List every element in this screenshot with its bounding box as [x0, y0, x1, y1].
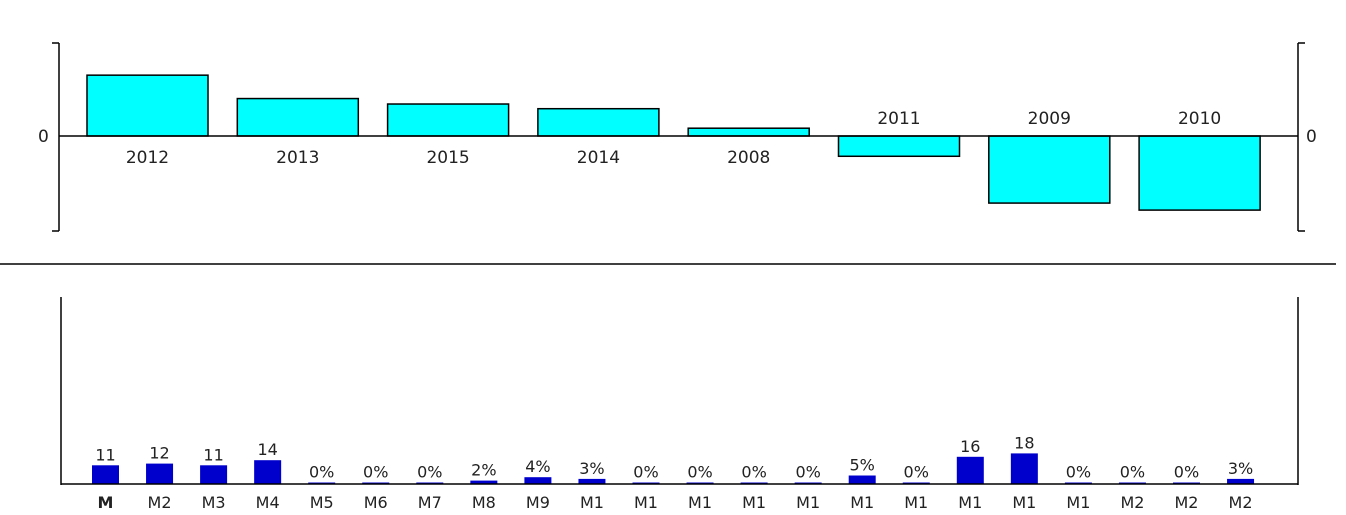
bottom-value-label: 0%: [741, 463, 766, 482]
bottom-bar-22: [1227, 478, 1255, 484]
bottom-value-label: 0%: [904, 463, 929, 482]
bottom-category-label: M: [98, 493, 114, 512]
top-category-label: 2014: [577, 148, 620, 168]
top-chart: 0 0 2012 2013 2015 2014 2008 2011 2009 2010: [38, 42, 1317, 232]
bottom-category-label: M2: [148, 493, 172, 512]
bottom-value-label: 4%: [525, 457, 550, 476]
bottom-bar-9: [524, 477, 552, 484]
top-category-label: 2012: [126, 148, 169, 168]
bottom-value-label: 5%: [850, 456, 875, 475]
top-category-label: 2013: [276, 148, 319, 168]
bottom-value-label: 0%: [309, 463, 334, 482]
top-bar-2009: [988, 135, 1111, 204]
bottom-value-label: 0%: [1120, 463, 1145, 482]
bottom-value-label: 3%: [579, 459, 604, 478]
top-zero-label-right: 0: [1306, 127, 1317, 147]
bottom-category-label: M9: [526, 493, 550, 512]
bottom-bar-15: [848, 475, 876, 484]
bottom-bars: 11 M 12 M2 11 M3 14 M4 0% M5 0% M6 0% M7 2% M8 4% M9 3% M1 0…: [92, 433, 1255, 512]
bottom-category-label: M1: [904, 493, 928, 512]
top-zero-label-left: 0: [38, 127, 49, 147]
bottom-value-label: 0%: [1174, 463, 1199, 482]
bottom-category-label: M5: [310, 493, 334, 512]
top-category-label: 2015: [426, 148, 469, 168]
bottom-value-label: 0%: [687, 463, 712, 482]
bottom-value-label: 16: [960, 437, 980, 456]
bottom-category-label: M1: [742, 493, 766, 512]
bottom-category-label: M1: [796, 493, 820, 512]
bottom-value-label: 18: [1014, 433, 1034, 452]
bottom-bar-10: [578, 478, 606, 484]
bottom-bar-8: [470, 480, 498, 484]
bottom-value-label: 0%: [795, 463, 820, 482]
bottom-value-label: 0%: [417, 463, 442, 482]
bottom-value-label: 12: [149, 444, 169, 463]
bottom-category-label: M2: [1120, 493, 1144, 512]
bottom-category-label: M6: [364, 493, 388, 512]
bottom-category-label: M8: [472, 493, 496, 512]
bottom-category-label: M4: [256, 493, 280, 512]
bottom-bar-1: [92, 465, 119, 484]
top-category-label: 2008: [727, 148, 770, 168]
bottom-value-label: 0%: [363, 463, 388, 482]
bottom-bar-3: [200, 465, 228, 484]
bottom-category-label: M3: [202, 493, 226, 512]
bottom-value-label: 11: [203, 445, 223, 464]
bottom-value-label: 3%: [1228, 459, 1253, 478]
bottom-value-label: 14: [257, 440, 277, 459]
top-bar-2011: [837, 135, 961, 158]
bottom-category-label: M2: [1175, 493, 1199, 512]
bottom-bar-4: [254, 460, 282, 484]
top-category-label: 2011: [877, 109, 920, 129]
bottom-value-label: 0%: [1066, 463, 1091, 482]
top-category-label: 2009: [1028, 109, 1071, 129]
bottom-category-label: M1: [1066, 493, 1090, 512]
bottom-bar-17: [956, 456, 984, 484]
bottom-category-label: M7: [418, 493, 442, 512]
bottom-category-label: M2: [1229, 493, 1253, 512]
top-bars: 2012 2013 2015 2014 2008 2011 2009 2010: [86, 74, 1261, 211]
bottom-category-label: M1: [634, 493, 658, 512]
bottom-value-label: 2%: [471, 461, 496, 480]
bottom-bar-2: [146, 463, 174, 484]
bottom-bar-18: [1010, 453, 1038, 484]
bottom-value-label: 0%: [633, 463, 658, 482]
top-bar-2014: [537, 107, 660, 137]
top-bar-2013: [236, 97, 360, 137]
bottom-category-label: M1: [580, 493, 604, 512]
bottom-value-label: 11: [95, 445, 115, 464]
top-bar-2008: [687, 127, 810, 137]
bottom-category-label: M1: [958, 493, 982, 512]
bottom-category-label: M1: [850, 493, 874, 512]
bottom-category-label: M1: [1012, 493, 1036, 512]
top-bar-2010: [1138, 135, 1261, 211]
bottom-chart: 11 M 12 M2 11 M3 14 M4 0% M5 0% M6 0% M7 2% M8 4% M9 3% M1 0…: [60, 297, 1299, 512]
top-bar-2012: [86, 74, 209, 137]
top-category-label: 2010: [1178, 109, 1221, 129]
top-bar-2015: [386, 103, 510, 137]
bottom-category-label: M1: [688, 493, 712, 512]
